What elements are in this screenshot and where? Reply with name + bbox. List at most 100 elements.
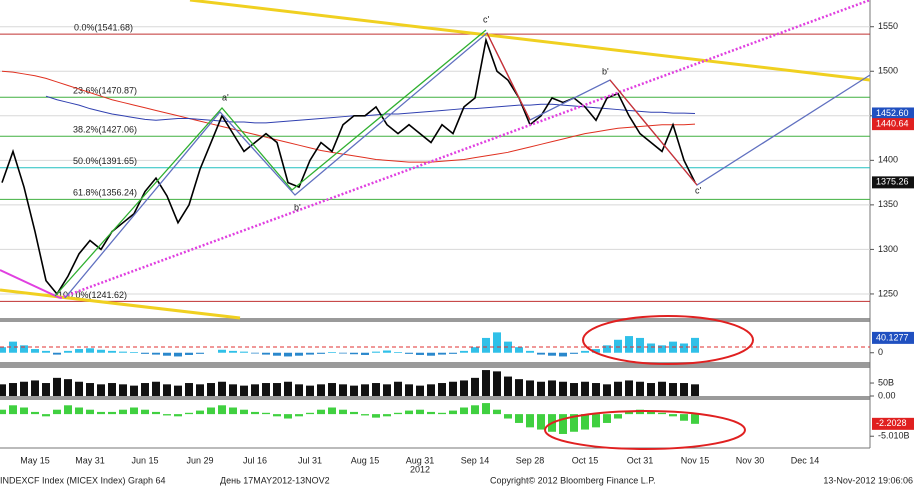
bar bbox=[581, 350, 589, 353]
bar bbox=[592, 414, 600, 428]
trend-line bbox=[59, 0, 871, 300]
bar bbox=[53, 409, 61, 415]
bar bbox=[130, 352, 138, 353]
bar bbox=[515, 379, 523, 396]
bar bbox=[284, 381, 292, 396]
bar bbox=[394, 352, 402, 353]
price-tag bbox=[872, 118, 914, 131]
wave-line bbox=[486, 32, 531, 121]
price-tag-label: 1440.64 bbox=[876, 119, 909, 129]
trend-line bbox=[0, 288, 241, 320]
bar bbox=[438, 412, 446, 415]
bar bbox=[31, 349, 39, 353]
footer-range: День 17MAY2012-13NOV2 bbox=[220, 475, 330, 485]
bar bbox=[174, 352, 182, 357]
bar bbox=[416, 409, 424, 415]
bar bbox=[460, 407, 468, 415]
bar bbox=[537, 352, 545, 355]
bar bbox=[471, 347, 479, 353]
bar bbox=[449, 381, 457, 396]
bar bbox=[427, 352, 435, 356]
bar bbox=[273, 414, 281, 417]
bar bbox=[64, 405, 72, 415]
y-tick-label: 1300 bbox=[878, 244, 898, 254]
year-label: 2012 bbox=[410, 464, 430, 474]
bar bbox=[328, 352, 336, 353]
bar bbox=[482, 403, 490, 415]
bar bbox=[130, 385, 138, 396]
bar bbox=[559, 381, 567, 396]
x-tick-label: Jun 15 bbox=[131, 455, 158, 465]
bar bbox=[306, 352, 314, 355]
bar bbox=[581, 414, 589, 430]
bar bbox=[471, 377, 479, 396]
y-tick-label: 1350 bbox=[878, 199, 898, 209]
bar bbox=[284, 414, 292, 419]
bar bbox=[570, 352, 578, 354]
bar bbox=[416, 352, 424, 355]
price-tag-label: 40.1277 bbox=[876, 332, 909, 342]
bar bbox=[240, 409, 248, 415]
bar bbox=[86, 409, 94, 415]
bar bbox=[75, 349, 83, 353]
bar bbox=[119, 384, 127, 396]
price-tag-label: 1452.60 bbox=[876, 108, 909, 118]
bar bbox=[317, 352, 325, 354]
fib-label: 100.0%(1241.62) bbox=[58, 290, 127, 300]
bar bbox=[383, 384, 391, 396]
bar bbox=[339, 384, 347, 396]
bar bbox=[482, 370, 490, 396]
bar bbox=[427, 384, 435, 396]
price-tag bbox=[872, 107, 914, 120]
y-tick-label: 0.00 bbox=[878, 390, 896, 400]
bar bbox=[240, 351, 248, 353]
bar bbox=[460, 380, 468, 396]
bar bbox=[273, 352, 281, 356]
bar bbox=[185, 383, 193, 396]
series-line bbox=[45, 95, 696, 124]
bar bbox=[218, 349, 226, 353]
bar bbox=[647, 411, 655, 415]
bar bbox=[262, 383, 270, 396]
footer-title: INDEXCF Index (MICEX Index) Graph 64 bbox=[0, 475, 166, 485]
bar bbox=[240, 385, 248, 396]
bar bbox=[306, 385, 314, 396]
bar bbox=[9, 341, 17, 353]
y-tick-label: 50B bbox=[878, 377, 894, 387]
bar bbox=[9, 383, 17, 396]
x-tick-label: May 31 bbox=[75, 455, 105, 465]
bar bbox=[614, 381, 622, 396]
fib-label: 0.0%(1541.68) bbox=[74, 23, 133, 33]
bar bbox=[548, 380, 556, 396]
bar bbox=[163, 352, 171, 356]
bar bbox=[614, 339, 622, 353]
footer-copyright: Copyright© 2012 Bloomberg Finance L.P. bbox=[490, 475, 656, 485]
bar bbox=[163, 414, 171, 416]
price-tag-label: 1375.26 bbox=[876, 177, 909, 187]
x-tick-label: Aug 15 bbox=[351, 455, 380, 465]
x-tick-label: May 15 bbox=[20, 455, 50, 465]
bar bbox=[108, 383, 116, 396]
bar bbox=[350, 352, 358, 355]
bar bbox=[658, 412, 666, 415]
bar bbox=[416, 385, 424, 396]
wave-label: b' bbox=[294, 202, 301, 212]
bar bbox=[328, 383, 336, 396]
bar bbox=[614, 414, 622, 419]
bar bbox=[86, 383, 94, 396]
bar bbox=[680, 414, 688, 421]
bar bbox=[108, 411, 116, 415]
bar bbox=[449, 410, 457, 415]
bar bbox=[218, 381, 226, 396]
price-tag bbox=[872, 176, 914, 189]
bar bbox=[603, 345, 611, 353]
bar bbox=[339, 409, 347, 415]
bar bbox=[592, 349, 600, 353]
bar bbox=[361, 414, 369, 416]
bar bbox=[42, 414, 50, 417]
bar bbox=[438, 383, 446, 396]
x-tick-label: Jul 31 bbox=[298, 455, 322, 465]
bar bbox=[185, 352, 193, 355]
bar bbox=[284, 352, 292, 357]
